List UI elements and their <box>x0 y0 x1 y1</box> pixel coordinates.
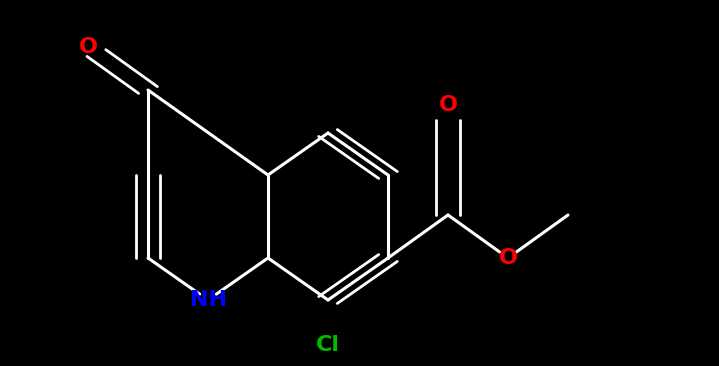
Text: Cl: Cl <box>316 335 340 355</box>
Text: NH: NH <box>190 290 226 310</box>
Text: O: O <box>439 95 457 115</box>
Text: O: O <box>498 248 518 268</box>
Text: O: O <box>78 37 98 57</box>
